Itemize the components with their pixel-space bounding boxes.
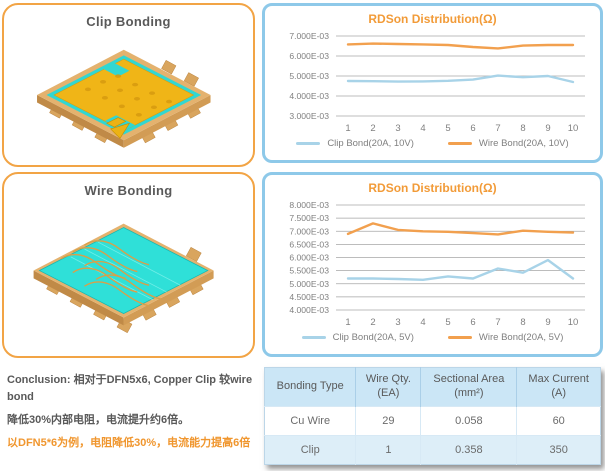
svg-text:8: 8 — [520, 317, 525, 328]
svg-text:7: 7 — [495, 317, 500, 328]
table-header-cell: Bonding Type — [264, 367, 357, 406]
table-cell: Clip — [264, 434, 357, 464]
bond-wires — [60, 240, 161, 307]
leadframe-side-left — [33, 270, 124, 326]
svg-text:7: 7 — [495, 123, 500, 134]
svg-text:8: 8 — [520, 123, 525, 134]
svg-text:8.000E-03: 8.000E-03 — [289, 200, 329, 210]
svg-text:9: 9 — [545, 123, 550, 134]
rdson-chart-10v: RDSon Distribution(Ω) 7.000E-03 6.000E-03 5… — [289, 12, 585, 134]
table-cell: 0.358 — [420, 434, 518, 464]
table-body: Cu Wire 29 0.058 60 Clip 1 0.358 350 — [264, 405, 601, 464]
svg-text:5: 5 — [445, 317, 450, 328]
legend-swatch — [301, 336, 326, 339]
table-header: Bonding Type Wire Qty. (EA) Sectional Area… — [264, 367, 601, 406]
svg-text:4: 4 — [420, 317, 425, 328]
svg-text:7.000E-03: 7.000E-03 — [289, 31, 329, 41]
bonding-comparison-table: Bonding Type Wire Qty. (EA) Sectional Area… — [264, 367, 601, 465]
conclusion-line-1: Conclusion: 相对于DFN5x6, Copper Clip 较wire… — [7, 374, 253, 404]
svg-text:9: 9 — [545, 317, 550, 328]
rdson-chart-panel-10v: RDSon Distribution(Ω) 7.000E-03 6.000E-03 5… — [262, 3, 603, 163]
legend-label: Wire Bond(20A, 5V) — [478, 332, 564, 343]
svg-text:6.000E-03: 6.000E-03 — [289, 51, 329, 61]
wire-bonding-title: Wire Bonding — [84, 183, 173, 198]
legend-item: Clip Bond(20A, 10V) — [296, 138, 414, 149]
legend-label: Wire Bond(20A, 10V) — [478, 138, 569, 149]
conclusion-line-3: 以DFN5*6为例，电阻降低30%，电流能力提高6倍 — [7, 437, 251, 450]
legend-swatch — [447, 142, 472, 145]
table-cell: 60 — [516, 405, 601, 435]
clip-bonding-illustration — [37, 49, 211, 148]
legend-item: Wire Bond(20A, 10V) — [447, 138, 569, 149]
svg-text:7.000E-03: 7.000E-03 — [289, 226, 329, 236]
die-surface — [38, 227, 209, 315]
svg-text:4: 4 — [420, 123, 425, 134]
legend-swatch — [447, 336, 472, 339]
svg-text:4.500E-03: 4.500E-03 — [289, 292, 329, 302]
svg-text:10: 10 — [568, 123, 579, 134]
legend-label: Clip Bond(20A, 10V) — [327, 138, 414, 149]
wire-bonding-panel: Wire Bonding — [2, 172, 255, 358]
svg-text:6.500E-03: 6.500E-03 — [289, 239, 329, 249]
table-row: Clip 1 0.358 350 — [264, 434, 601, 464]
clip-source-tab — [106, 117, 131, 139]
leadframe-side-right — [123, 270, 214, 326]
svg-text:RDSon Distribution(Ω): RDSon Distribution(Ω) — [368, 181, 496, 195]
rdson-chart-panel-5v: RDSon Distribution(Ω) 8.000E-03 7.500E-03 7… — [262, 172, 603, 357]
svg-text:6: 6 — [470, 123, 475, 134]
svg-text:3: 3 — [395, 123, 400, 134]
conclusion-text: Conclusion: 相对于DFN5x6, Copper Clip 较wire… — [7, 372, 259, 458]
svg-text:10: 10 — [568, 317, 579, 328]
table-cell: 29 — [355, 405, 422, 435]
wire-bonding-illustration — [33, 223, 214, 334]
table-cell: 350 — [516, 434, 601, 464]
svg-text:3.000E-03: 3.000E-03 — [289, 111, 329, 121]
table-cell: Cu Wire — [264, 405, 357, 435]
svg-text:5.000E-03: 5.000E-03 — [289, 71, 329, 81]
clip-bonding-panel: Clip Bonding — [2, 3, 255, 167]
table-header-cell: Sectional Area (mm²) — [420, 367, 518, 406]
svg-text:5: 5 — [445, 123, 450, 134]
conclusion-line-2: 降低30%内部电阻，电流提升约6倍。 — [7, 414, 190, 427]
svg-text:2: 2 — [370, 317, 375, 328]
leadframe-side-left — [37, 95, 124, 148]
clip-bonding-title: Clip Bonding — [86, 14, 171, 29]
table-row: Cu Wire 29 0.058 60 — [264, 405, 601, 435]
svg-text:5.500E-03: 5.500E-03 — [289, 266, 329, 276]
legend-item: Wire Bond(20A, 5V) — [447, 332, 564, 343]
legend-item: Clip Bond(20A, 5V) — [301, 332, 414, 343]
table-cell: 1 — [355, 434, 422, 464]
table-header-cell: Max Current (A) — [516, 367, 601, 406]
table-cell: 0.058 — [420, 405, 518, 435]
chart-legend-10v: Clip Bond(20A, 10V) Wire Bond(20A, 10V) — [266, 138, 599, 149]
svg-text:1: 1 — [345, 317, 350, 328]
svg-text:3: 3 — [395, 317, 400, 328]
svg-text:2: 2 — [370, 123, 375, 134]
svg-text:7.500E-03: 7.500E-03 — [289, 213, 329, 223]
legend-label: Clip Bond(20A, 5V) — [332, 332, 414, 343]
chart-legend-5v: Clip Bond(20A, 5V) Wire Bond(20A, 5V) — [266, 332, 599, 343]
legend-swatch — [296, 142, 321, 145]
svg-text:6: 6 — [470, 317, 475, 328]
svg-text:1: 1 — [345, 123, 350, 134]
svg-text:6.000E-03: 6.000E-03 — [289, 253, 329, 263]
table-header-cell: Wire Qty. (EA) — [355, 367, 422, 406]
rdson-chart-5v: RDSon Distribution(Ω) 8.000E-03 7.500E-03 7… — [289, 181, 585, 328]
svg-text:5.000E-03: 5.000E-03 — [289, 279, 329, 289]
svg-text:4.000E-03: 4.000E-03 — [289, 305, 329, 315]
leadframe-side-right — [123, 95, 211, 148]
svg-text:RDSon Distribution(Ω): RDSon Distribution(Ω) — [368, 12, 496, 26]
svg-text:4.000E-03: 4.000E-03 — [289, 91, 329, 101]
